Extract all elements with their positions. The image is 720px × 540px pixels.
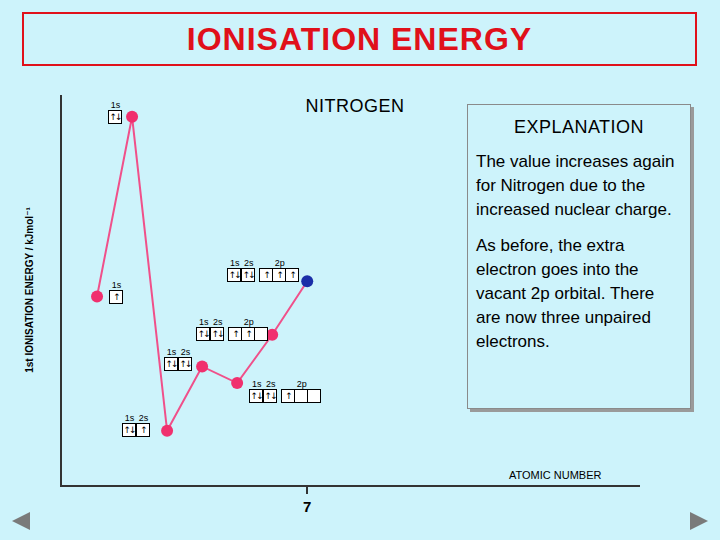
html-text:2s: 2s: [138, 412, 149, 423]
html-text:2s: 2s: [243, 258, 254, 269]
svg-text:1st IONISATION ENERGY / kJmol⁻: 1st IONISATION ENERGY / kJmol⁻¹: [24, 207, 35, 373]
html-text:1s: 1s: [251, 379, 262, 390]
html-text:EXPLANATION: EXPLANATION: [513, 117, 645, 137]
html-text:2p: 2p: [274, 258, 285, 269]
html-text:1s: 1s: [124, 412, 135, 423]
html-text:2s: 2s: [265, 379, 276, 390]
html-text:1s: 1s: [111, 280, 122, 291]
html-text:1s: 1s: [229, 258, 240, 269]
html-text:1s: 1s: [166, 347, 177, 358]
html-text:2s: 2s: [180, 347, 191, 358]
html-text:1s: 1s: [110, 99, 121, 110]
svg-text:7: 7: [303, 498, 311, 515]
html-text:2p: 2p: [243, 316, 254, 327]
html-text:1s: 1s: [198, 316, 209, 327]
html-text:2p: 2p: [296, 379, 307, 390]
html-text:NITROGEN: NITROGEN: [305, 96, 405, 116]
html-text:2s: 2s: [212, 316, 223, 327]
svg-text:ATOMIC NUMBER: ATOMIC NUMBER: [509, 469, 602, 481]
html-text:As before, the extra electron: As before, the extra electron goes into …: [476, 236, 655, 351]
html-text:The value increases again for: The value increases again for Nitrogen d…: [476, 152, 675, 219]
html-text:IONISATION ENERGY: IONISATION ENERGY: [186, 21, 533, 57]
